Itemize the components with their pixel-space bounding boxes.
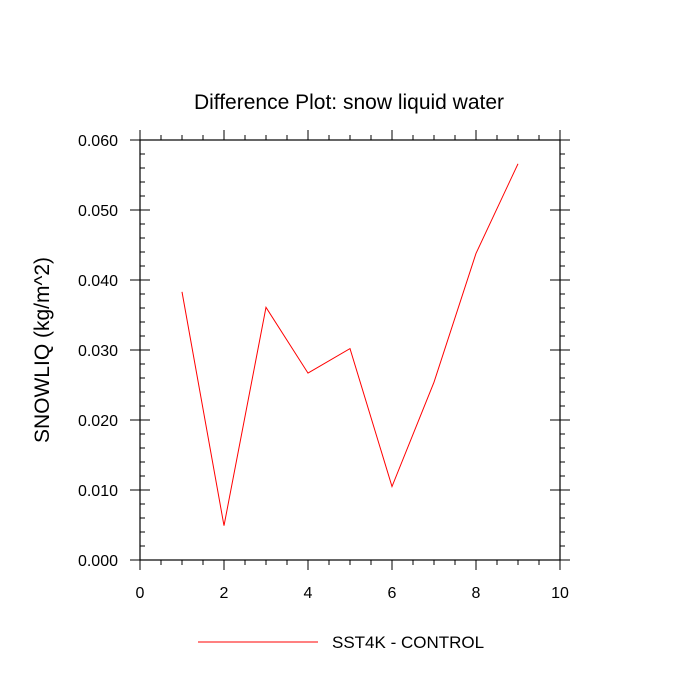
y-tick-label: 0.020 xyxy=(78,413,118,430)
chart-title: Difference Plot: snow liquid water xyxy=(194,91,504,114)
plot-series xyxy=(181,163,519,526)
x-tick-label: 10 xyxy=(551,585,569,602)
series-line-0 xyxy=(181,163,519,526)
y-tick-label: 0.040 xyxy=(78,273,118,290)
y-tick-label: 0.010 xyxy=(78,483,118,500)
y-tick-label: 0.050 xyxy=(78,203,118,220)
y-tick-label: 0.060 xyxy=(78,133,118,150)
axis-ticks xyxy=(130,130,570,570)
legend-label-sst4k-control: SST4K - CONTROL xyxy=(332,633,484,652)
x-tick-label: 6 xyxy=(388,585,397,602)
y-axis-label: SNOWLIQ (kg/m^2) xyxy=(31,257,54,443)
y-tick-label: 0.030 xyxy=(78,343,118,360)
x-tick-label: 8 xyxy=(472,585,481,602)
x-tick-label: 2 xyxy=(220,585,229,602)
tick-labels: 0 2 4 6 8 10 0.000 0.010 0.020 0.030 0.040 0.050 0.0… xyxy=(78,133,569,602)
legend: SST4K - CONTROL xyxy=(198,633,484,652)
plot-frame xyxy=(139,139,561,561)
x-tick-label: 0 xyxy=(136,585,145,602)
y-tick-label: 0.000 xyxy=(78,553,118,570)
x-tick-label: 4 xyxy=(304,585,313,602)
